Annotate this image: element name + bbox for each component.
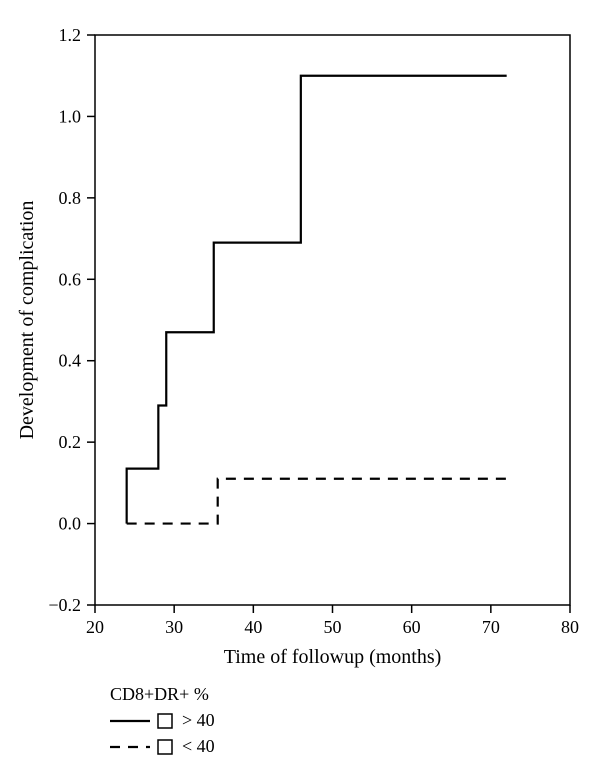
legend-marker-square (158, 740, 172, 754)
y-tick-label: 1.2 (59, 25, 82, 45)
series-lt40 (127, 479, 507, 524)
series-gt40 (127, 76, 507, 524)
legend-title: CD8+DR+ % (110, 684, 209, 704)
y-tick-label: 0.4 (59, 351, 82, 371)
x-tick-label: 70 (482, 617, 500, 637)
x-tick-label: 20 (86, 617, 104, 637)
survival-step-chart: 20 30 40 50 60 70 80 −0.2 0.0 0.2 0.4 0.6 0.8 1.0 1.2 T… (0, 0, 600, 783)
legend-label: > 40 (182, 710, 215, 730)
y-tick-label: −0.2 (48, 595, 81, 615)
x-tick-label: 60 (403, 617, 421, 637)
x-tick-label: 80 (561, 617, 579, 637)
x-tick-label: 50 (324, 617, 342, 637)
legend-marker-square (158, 714, 172, 728)
y-axis-title: Development of complication (16, 201, 38, 440)
y-tick-label: 1.0 (59, 106, 82, 126)
y-tick-label: 0.2 (59, 432, 82, 452)
legend-label: < 40 (182, 736, 215, 756)
y-tick-label: 0.8 (59, 188, 82, 208)
y-tick-label: 0.0 (59, 514, 82, 534)
x-axis-title: Time of followup (months) (224, 646, 442, 668)
x-tick-label: 40 (244, 617, 262, 637)
y-tick-label: 0.6 (59, 269, 82, 289)
chart-svg: 20 30 40 50 60 70 80 −0.2 0.0 0.2 0.4 0.6 0.8 1.0 1.2 T… (0, 0, 600, 783)
x-tick-label: 30 (165, 617, 183, 637)
